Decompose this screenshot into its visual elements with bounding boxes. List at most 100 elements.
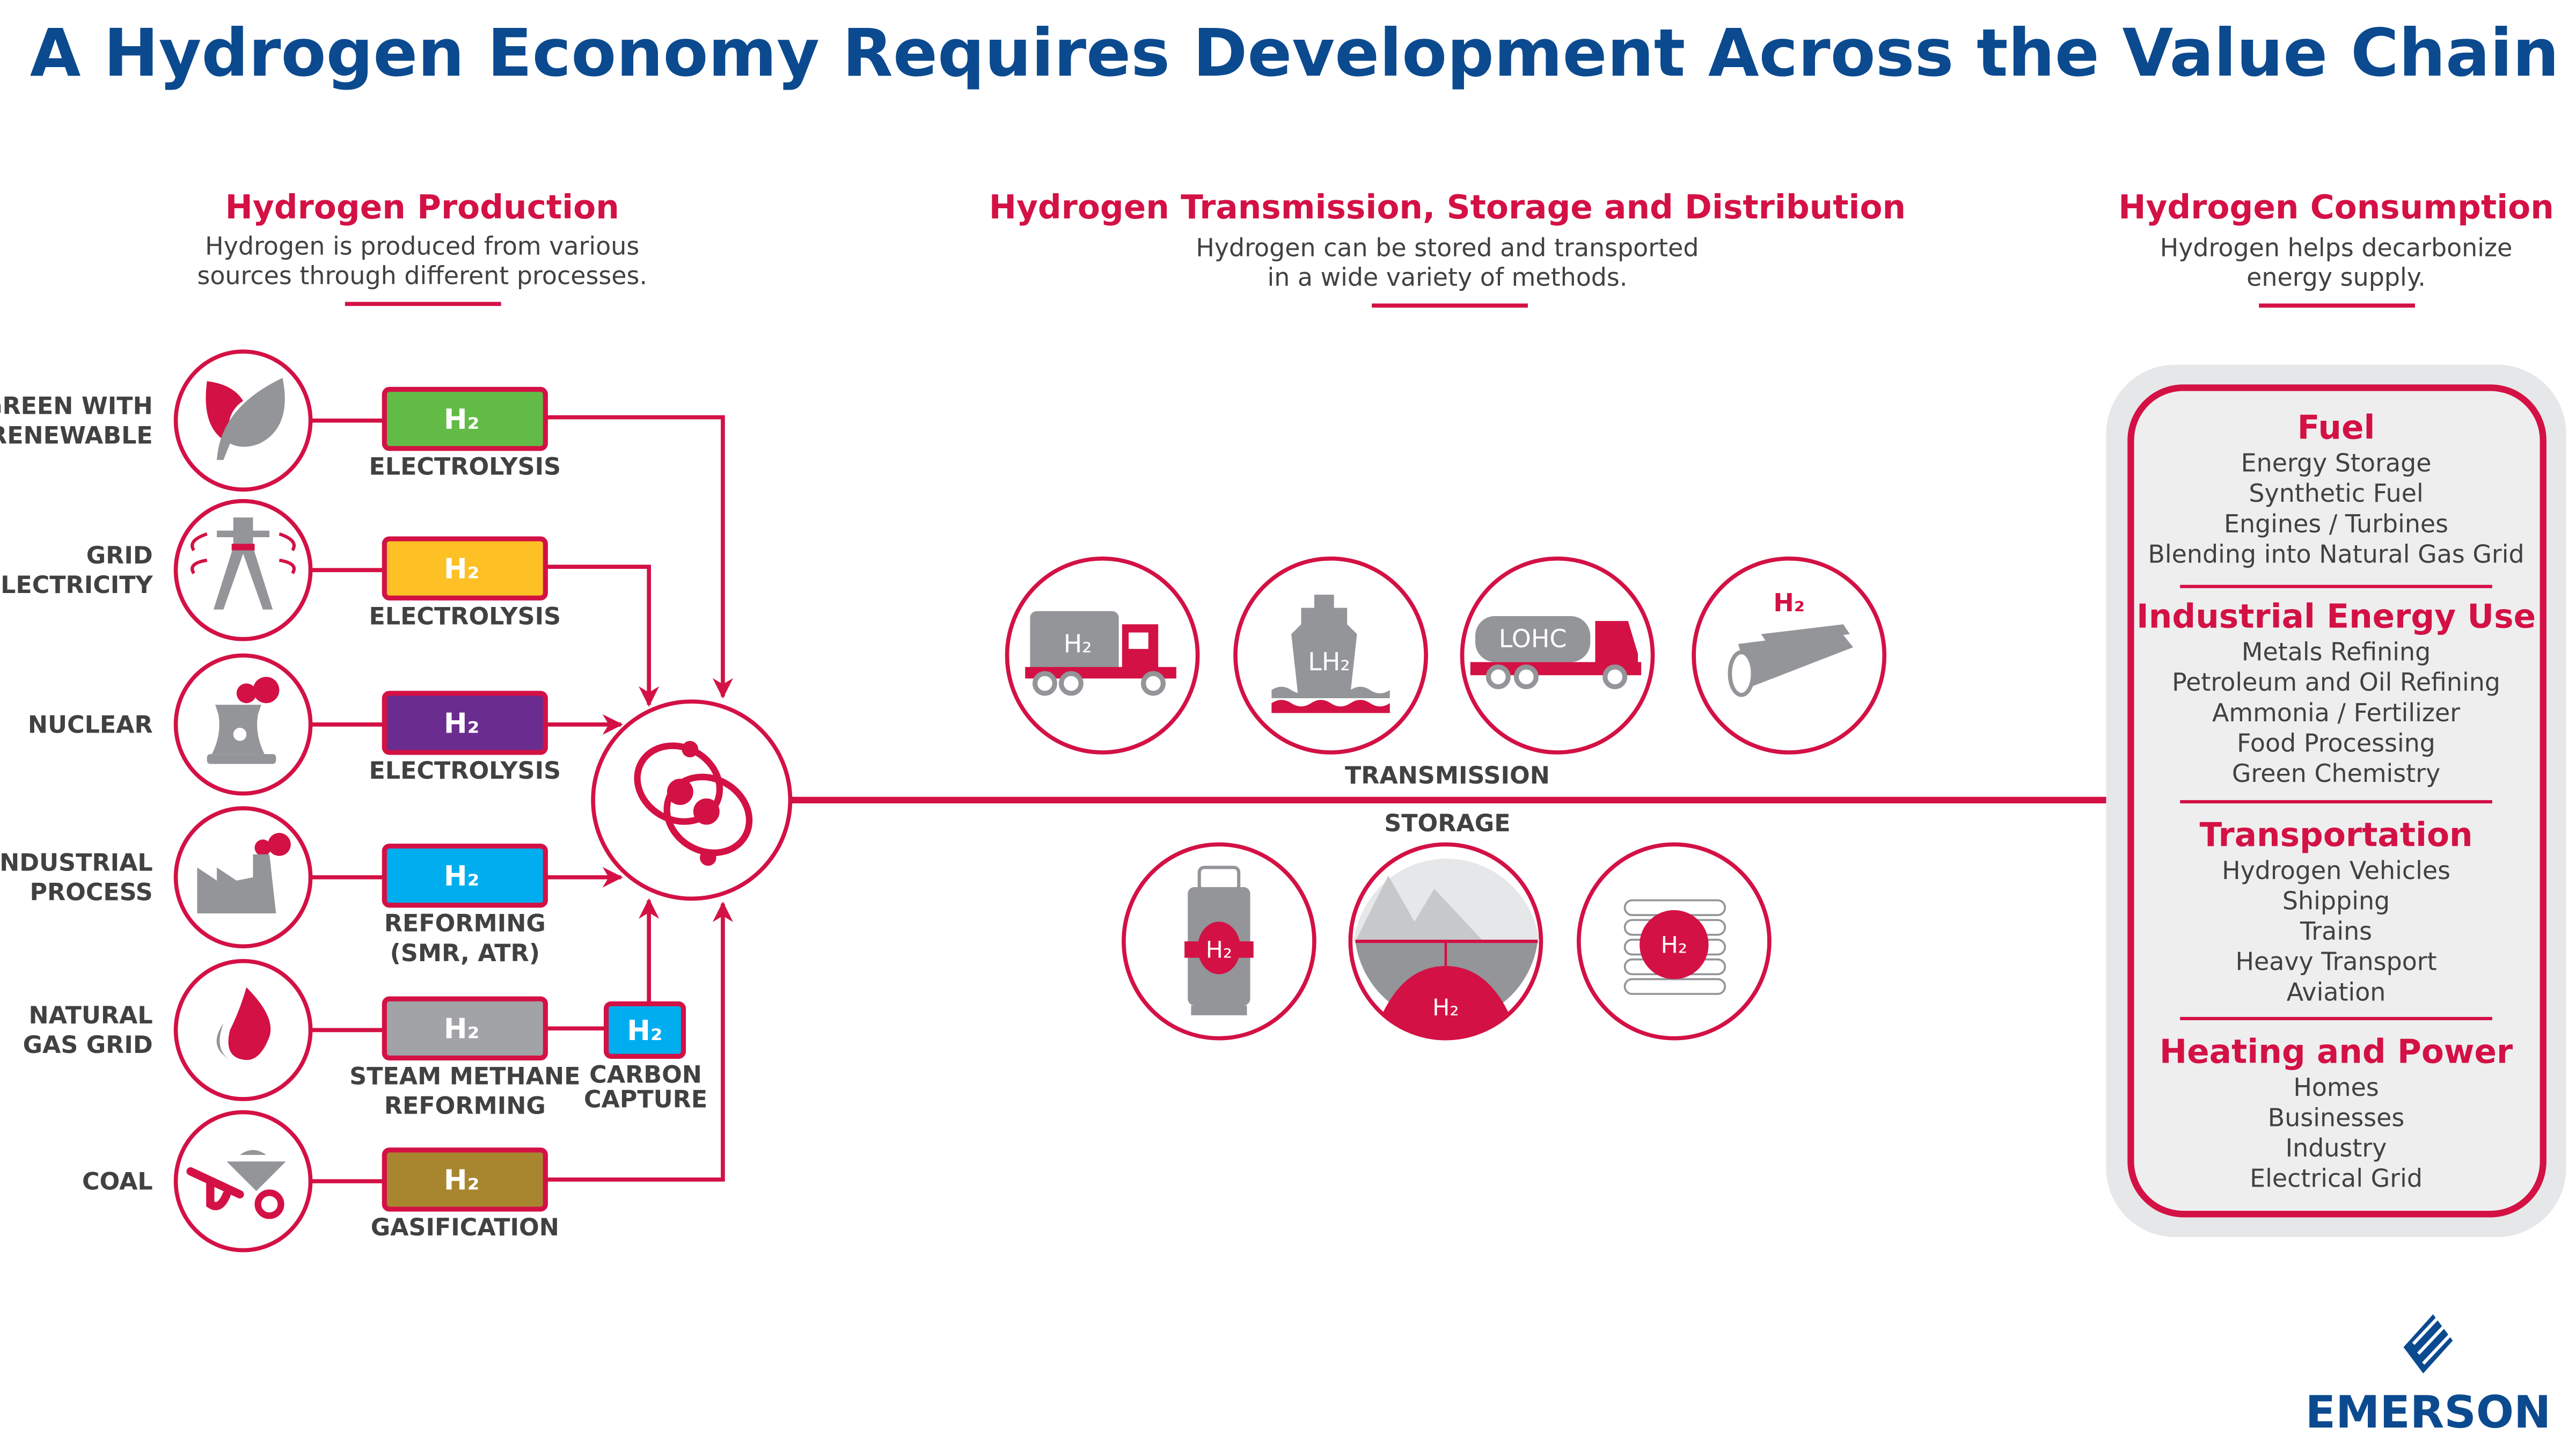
process-label: ELECTROLYSIS <box>369 757 561 785</box>
h2-box <box>382 536 548 601</box>
consumption-item: Blending into Natural Gas Grid <box>2148 539 2524 568</box>
consumption-item: Food Processing <box>2237 729 2435 758</box>
h2-label: H₂ <box>444 553 479 586</box>
consumption-item: Petroleum and Oil Refining <box>2172 668 2500 697</box>
consumption-group-title: Industrial Energy Use <box>2136 597 2536 635</box>
process-label: REFORMING <box>384 1093 546 1120</box>
tube-trailer-truck-icon: H₂ <box>1025 611 1176 696</box>
production-subtitle-1: Hydrogen is produced from various <box>205 231 639 260</box>
transmission-subtitle-2: in a wide variety of methods. <box>1267 263 1627 292</box>
source-label: ELECTRICITY <box>0 572 153 599</box>
h2-box <box>382 843 548 908</box>
transmission-label: TRANSMISSION <box>1345 762 1550 789</box>
transmission-subtitle-1: Hydrogen can be stored and transported <box>1196 233 1699 262</box>
source-label: GRID <box>86 542 153 569</box>
consumption-item: Homes <box>2293 1073 2379 1102</box>
production-heading: Hydrogen Production <box>225 188 619 226</box>
consumption-item: Hydrogen Vehicles <box>2222 856 2450 885</box>
storage-label: STORAGE <box>1384 810 1510 837</box>
consumption-group: Industrial Energy Use Metals RefiningPetr… <box>2136 597 2536 788</box>
consumption-item: Green Chemistry <box>2232 759 2440 788</box>
production-subtitle-2: sources through different processes. <box>197 261 647 290</box>
tubes-h2-text: H₂ <box>1661 932 1687 959</box>
pipeline-h2-text: H₂ <box>1773 588 1805 617</box>
process-label: GASIFICATION <box>371 1214 559 1241</box>
lohc-truck: LOHC <box>1460 556 1655 755</box>
tube-trailer-truck: H₂ <box>1005 556 1200 755</box>
h2-box <box>382 386 548 451</box>
transmission-methods: H₂ LH₂ LOHC <box>1005 556 1887 755</box>
source-label: INDUSTRIAL <box>0 849 153 876</box>
page-title: A Hydrogen Economy Requires Development … <box>30 14 2559 91</box>
source-circle <box>173 806 313 949</box>
consumption-header: Hydrogen Consumption Hydrogen helps deca… <box>2118 188 2554 308</box>
consumption-item: Ammonia / Fertilizer <box>2212 698 2460 727</box>
hydrogen-hub <box>591 699 2108 901</box>
carbon-capture: H₂ CARBON CAPTURE <box>584 1001 707 1113</box>
h2-label: H₂ <box>444 860 479 892</box>
pipeline: H₂ <box>1692 556 1887 755</box>
leaf-icon <box>206 378 285 460</box>
consumption-group: Heating and PowerHomesBusinessesIndustry… <box>2160 1033 2513 1193</box>
production-row: COAL H₂ GASIFICATION <box>82 1110 559 1253</box>
ship: LH₂ <box>1233 556 1428 755</box>
gas-cylinder-icon: H₂ <box>1184 866 1254 1015</box>
storage-methods: H₂ H₂ H₂ <box>1122 842 1772 1041</box>
process-label: ELECTROLYSIS <box>369 603 561 630</box>
source-label: NUCLEAR <box>28 711 153 738</box>
hub-circle <box>591 699 793 901</box>
h2-box <box>382 996 548 1061</box>
flame-icon <box>216 987 271 1060</box>
consumption-item: Electrical Grid <box>2250 1164 2423 1193</box>
production-row: INDUSTRIAL PROCESS H₂ REFORMING(SMR, ATR) <box>0 806 548 967</box>
consumption-subtitle-2: energy supply. <box>2246 263 2426 292</box>
source-label: GAS GRID <box>23 1031 153 1059</box>
consumption-group-title: Transportation <box>2200 816 2473 854</box>
consumption-item: Aviation <box>2287 977 2386 1006</box>
source-label: PROCESS <box>30 879 152 906</box>
tube-trailer-h2-text: H₂ <box>1064 629 1092 658</box>
tube-storage: H₂ <box>1577 842 1772 1041</box>
flow-arrows <box>545 415 734 1182</box>
ship-lh2-text: LH₂ <box>1308 647 1350 676</box>
process-label: ELECTROLYSIS <box>369 453 561 481</box>
pipeline-icon: H₂ <box>1728 588 1854 697</box>
consumption-subtitle-1: Hydrogen helps decarbonize <box>2160 233 2513 262</box>
source-label: COAL <box>82 1168 153 1195</box>
h2-label: H₂ <box>444 404 479 436</box>
h2-box <box>382 691 548 755</box>
transmission-header: Hydrogen Transmission, Storage and Distr… <box>989 188 1906 308</box>
hydrogen-atom-icon <box>634 741 753 866</box>
source-label: GREEN WITH <box>0 392 153 420</box>
source-circle <box>173 499 313 641</box>
consumption-item: Synthetic Fuel <box>2249 479 2423 508</box>
h2-label: H₂ <box>444 707 479 740</box>
storage-tank: H₂ <box>1122 842 1316 1041</box>
h2-label: H₂ <box>627 1015 662 1047</box>
process-label: STEAM METHANE <box>349 1063 580 1090</box>
nuclear-plant-icon <box>207 677 280 764</box>
source-label: RENEWABLE <box>0 422 153 450</box>
process-label: (SMR, ATR) <box>390 940 540 967</box>
source-circle <box>173 1110 313 1253</box>
emerson-logo-mark <box>2403 1306 2453 1374</box>
consumption-item: Industry <box>2286 1133 2387 1162</box>
lohc-text: LOHC <box>1499 624 1567 653</box>
consumption-item: Trains <box>2300 917 2372 946</box>
carbon-capture-h2-box <box>604 1001 686 1059</box>
lohc-truck-icon: LOHC <box>1470 616 1642 690</box>
consumption-heading: Hydrogen Consumption <box>2118 188 2554 226</box>
consumption-item: Metals Refining <box>2242 638 2431 667</box>
underground-storage: H₂ <box>1348 842 1543 1041</box>
process-label: REFORMING <box>384 910 546 938</box>
transmission-heading: Hydrogen Transmission, Storage and Distr… <box>989 188 1906 226</box>
consumption-item: Heavy Transport <box>2235 947 2436 976</box>
underground-storage-icon: H₂ <box>1353 858 1540 1037</box>
h2-box <box>382 1147 548 1212</box>
